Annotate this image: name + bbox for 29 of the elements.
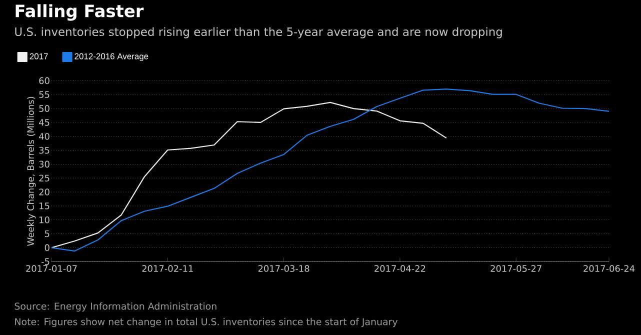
y-tick-label: 25 [39,174,50,182]
y-tick-label: 45 [39,119,50,126]
y-tick-label: 60 [39,77,50,84]
y-tick-label: 15 [40,202,50,210]
y-axis-title: Weekly Change, Barrels (Millions) [27,96,36,246]
x-tick-label: 2017-05-27 [490,265,542,272]
y-tick-label: 0 [44,244,50,252]
y-tick-label: 50 [39,105,50,112]
line-series [52,102,447,248]
text: Note: Figures show net change in total U.S. inventories since the start of January [15,318,398,328]
x-tick-label: 2017-04-22 [374,265,426,272]
x-tick-label: 2017-06-24 [584,265,635,272]
x-tick-label: 2017-03-18 [258,265,310,272]
x-tick-label: 2017-01-07 [26,265,77,272]
chart-title: Falling Faster [16,4,144,21]
chart-subtitle: U.S. inventories stopped rising earlier than the 5-year average and are now dropping [15,27,502,38]
y-tick-label: 40 [39,132,50,140]
source-note: Source: Energy Information Administration [14,302,216,312]
legend-label: 2012-2016 Average [74,53,148,61]
y-tick-label: 35 [39,146,50,154]
y-tick-label: 20 [39,188,50,196]
y-tick-label: 10 [40,216,50,224]
y-tick-label: 30 [39,160,50,168]
x-tick-label: 2017-02-11 [142,265,193,272]
legend-label: 2017 [30,53,48,60]
line-series [52,88,610,252]
y-tick-label: 55 [39,91,50,98]
y-tick-label: -5 [41,258,50,265]
y-tick-label: 5 [44,230,50,238]
